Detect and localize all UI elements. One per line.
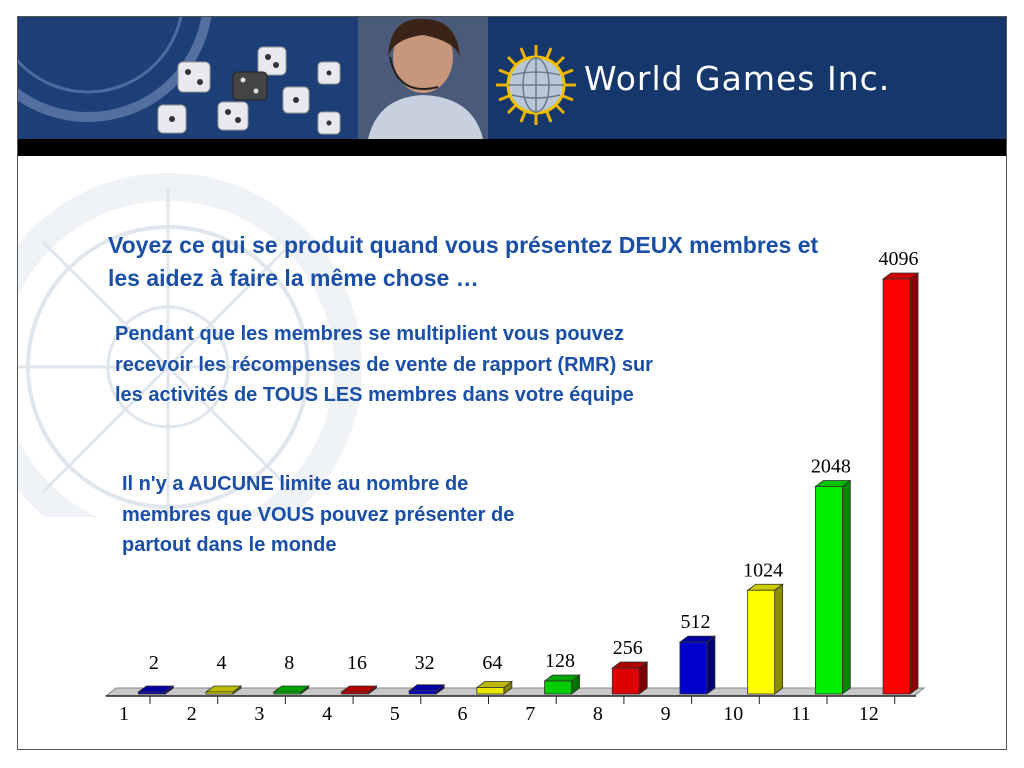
slide: World Games Inc. Voyez ce qui se produit… [17,16,1007,750]
paragraph-no-limit: Il n'y a AUCUNE limite au nombre de memb… [122,473,515,556]
compass-watermark [18,173,362,517]
bar-10-side [774,583,784,695]
header-divider-bar [18,139,1006,156]
tick-label-4: 4 [322,703,332,725]
bar-12 [882,278,911,695]
tick-label-11: 11 [791,703,810,725]
value-label-2: 4 [217,652,227,674]
value-label-6: 64 [482,652,502,674]
bar-12-side [909,272,919,695]
value-label-11: 2048 [811,456,851,478]
banner-photo [18,17,488,139]
bar-3 [273,691,302,695]
tick-label-3: 3 [254,703,264,725]
brand-name: World Games Inc. [584,59,891,98]
tick-label-1: 1 [119,703,129,725]
value-label-1: 2 [149,652,159,674]
bar-7 [544,680,572,695]
value-label-3: 8 [284,652,294,674]
bar-chart: 2 1 4 2 8 3 16 4 32 5 64 6 128 7 256 8 512 9 1024 10 2048 11 4… [104,248,926,725]
value-label-9: 512 [680,611,710,633]
tick-label-8: 8 [593,703,603,725]
paragraph-multiplication: Pendant que les membres se multiplient v… [115,323,653,406]
tick-label-10: 10 [723,703,743,725]
bar-4 [341,691,369,695]
bar-2 [205,691,234,695]
tick-label-6: 6 [458,703,468,725]
header-banner: World Games Inc. [18,17,1006,139]
bar-8 [611,667,640,695]
bar-1 [137,691,166,695]
bar-9 [679,641,708,695]
bar-6 [476,687,505,695]
bar-11-side [841,479,851,695]
tick-label-9: 9 [661,703,671,725]
value-label-10: 1024 [743,559,783,581]
value-label-7: 128 [545,650,575,672]
value-label-5: 32 [415,652,435,674]
headline: Voyez ce qui se produit quand vous prése… [108,232,819,291]
bar-11 [814,486,843,695]
tick-label-7: 7 [525,703,535,725]
bar-5 [408,690,437,695]
bar-9-side [706,635,716,695]
value-label-8: 256 [613,637,643,659]
globe-icon [496,45,576,125]
value-label-12: 4096 [879,248,919,270]
value-label-4: 16 [347,652,367,674]
bar-10 [747,589,776,695]
tick-label-5: 5 [390,703,400,725]
tick-label-2: 2 [187,703,197,725]
tick-label-12: 12 [859,703,879,725]
